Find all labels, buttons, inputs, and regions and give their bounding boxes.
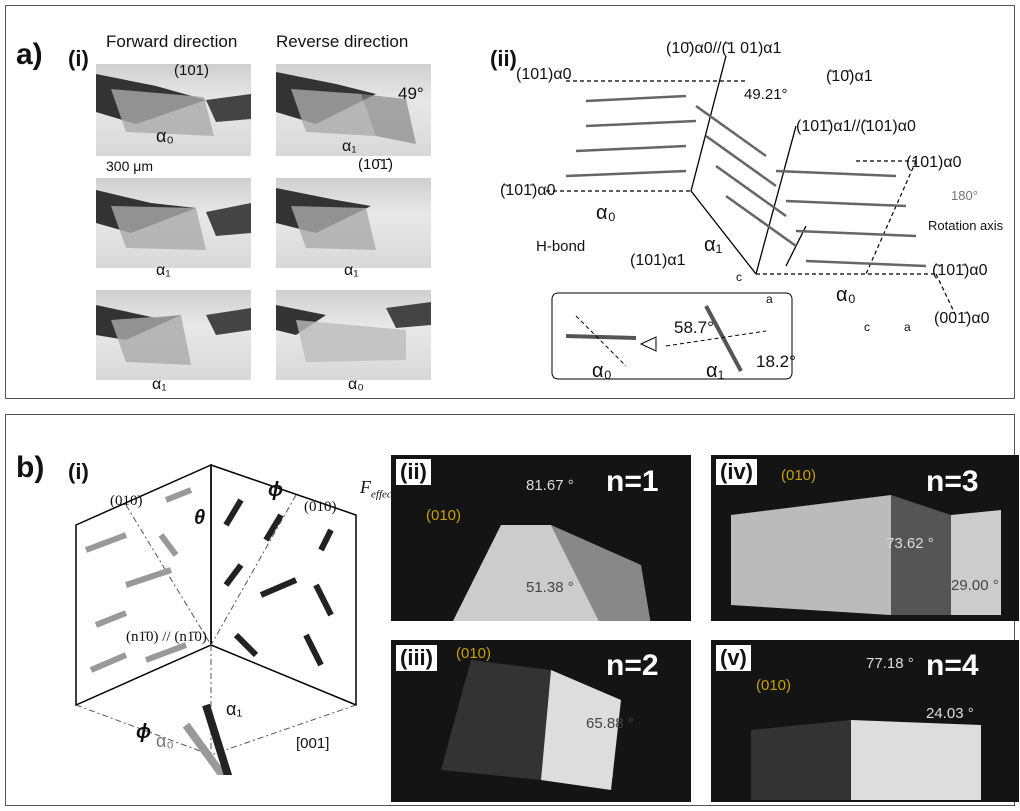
ii-alpha1: α₁ (704, 234, 723, 256)
panel-a: a) (i) Forward direction Reverse directi… (5, 5, 1015, 399)
photo-ii-angle2: 51.38 ° (526, 579, 574, 596)
photo-ii-010: (010) (426, 507, 462, 524)
alpha0-label-rev3: α₀ (348, 376, 364, 393)
f-effect-label: Feffect (360, 477, 395, 501)
ii-m101a1-label: (̄10̄)α1 (826, 68, 873, 85)
axis-c-2: c (864, 320, 870, 334)
photo-iii-angle1: 65.88 ° (586, 715, 634, 732)
twin-plane-label: (n1̄0) // (n1̄0) (126, 629, 207, 645)
axis-001-label: [001] (296, 735, 330, 752)
photo-v-n: n=4 (926, 649, 979, 682)
photo-ii-angle1: 81.67 ° (526, 477, 574, 494)
photo-iii (391, 640, 691, 802)
photo-ii (391, 455, 691, 621)
micrograph-forward-2 (96, 178, 251, 268)
ii-alpha0-left: α₀ (596, 202, 616, 224)
micrograph-reverse-1 (276, 64, 431, 156)
ii-left-label: (̄101̄)α0 (500, 182, 556, 199)
angle-49-label: 49° (398, 84, 424, 103)
axis-a-1: a (766, 292, 773, 306)
photo-iii-angle2: 56.25 ° (566, 771, 614, 788)
ii-hbond-label: H-bond (536, 238, 586, 255)
photo-iv-010: (010) (781, 467, 817, 484)
f-effect-subscript: effect (371, 488, 395, 501)
axis-a-2: a (904, 320, 911, 334)
photo-v-angle1: 77.18 ° (866, 655, 914, 672)
micrograph-forward-1 (96, 64, 251, 156)
inset-angle1: 58.7° (674, 318, 714, 337)
photo-iv-n: n=3 (926, 465, 979, 498)
photo-v-id: (v) (716, 645, 751, 671)
plane-101-label: (101) (174, 62, 210, 79)
alpha0-label-fwd1: α₀ (156, 126, 174, 146)
theta-label: θ (194, 507, 206, 529)
ii-bottom2-label: (001̄)α0 (934, 310, 990, 327)
plane-010-left: (010) (110, 493, 143, 509)
ii-101a1-label: (101)α1 (630, 252, 686, 269)
panel-a-ii-label: (ii) (490, 46, 517, 71)
crystal-schematic (546, 55, 957, 380)
inset-alpha0: α₀ (592, 360, 612, 382)
photo-v (711, 640, 1019, 802)
ii-101a0-top-label: (101)α0 (516, 66, 572, 83)
photo-iii-n: n=2 (606, 649, 659, 682)
plane-010-right: (010) (304, 499, 337, 515)
alpha1-label-rev1: α₁ (342, 138, 357, 155)
scale-bar-label: 300 μm (106, 158, 153, 174)
photo-iv-angle1: 73.62 ° (886, 535, 934, 552)
panel-b: b) (i) (010) (010) θ ϕ Feffect (n1̄0) (5, 414, 1019, 806)
ii-top-label: (10̄)α0//(̄1 01)α1 (666, 40, 782, 57)
alpha1-schematic: α₁ (226, 699, 243, 719)
panel-b-i-label: (i) (68, 459, 89, 484)
photo-iv-id: (iv) (716, 459, 757, 485)
panel-a-i-label: (i) (68, 46, 89, 71)
alpha1-label-fwd3: α₁ (152, 376, 167, 393)
phi-label-bottom: ϕ (136, 721, 152, 743)
alpha1-label-rev2: α₁ (344, 262, 359, 279)
ii-bottom1-label: (̄101̄)α0 (932, 262, 988, 279)
panel-a-label: a) (16, 38, 43, 71)
micrograph-reverse-3 (276, 290, 431, 380)
axis-c-1: c (736, 270, 742, 284)
ii-right1-label: (101̄)α1//(̄101)α0 (796, 118, 916, 135)
ii-rotation-label: Rotation axis (928, 218, 1004, 233)
twin-schematic (75, 463, 357, 775)
inset-alpha1: α₁ (706, 360, 725, 382)
inset-angle2: 18.2° (756, 352, 796, 371)
photo-iii-id: (iii) (396, 645, 437, 671)
phi-label-top: ϕ (268, 479, 284, 501)
micrograph-reverse-2 (276, 178, 431, 268)
photo-ii-id: (ii) (396, 459, 431, 485)
alpha1-label-fwd2: α₁ (156, 262, 171, 279)
ii-alpha0-right: α₀ (836, 284, 856, 306)
ii-angle-label: 49.21° (744, 86, 788, 103)
photo-iv-angle2: 29.00 ° (951, 577, 999, 594)
reverse-direction-title: Reverse direction (276, 32, 409, 51)
micrograph-forward-3 (96, 290, 251, 380)
panel-b-label: b) (16, 451, 45, 484)
alpha0-schematic: α₀ (156, 731, 174, 751)
ii-rot-deg: 180° (951, 188, 978, 203)
forward-direction-title: Forward direction (106, 32, 238, 51)
photo-v-angle2: 24.03 ° (926, 705, 974, 722)
ii-right2-label: (101)α0 (906, 154, 962, 171)
photo-iii-010: (010) (456, 645, 492, 662)
plane-1m01m-label: (10̄1̄) (358, 156, 394, 173)
photo-v-010: (010) (756, 677, 792, 694)
photo-ii-n: n=1 (606, 465, 659, 498)
f-effect-symbol: F (360, 477, 371, 497)
photo-iv (711, 455, 1019, 621)
